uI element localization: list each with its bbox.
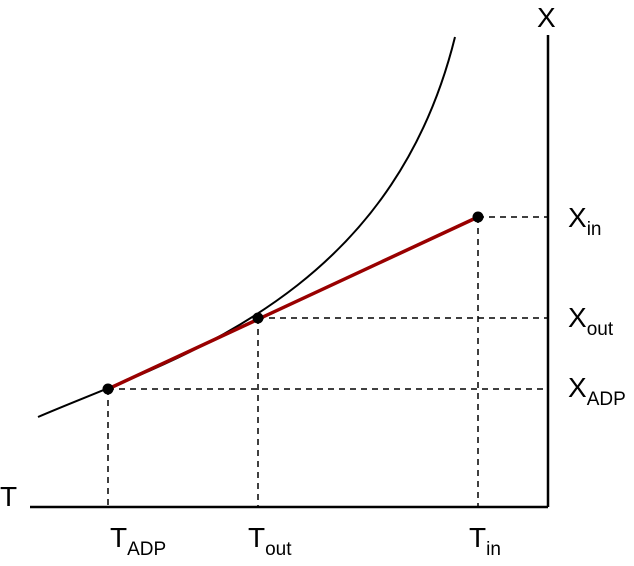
label-t-out: Tout <box>248 522 292 560</box>
saturation-curve <box>37 36 456 418</box>
label-t-in: Tin <box>469 522 501 560</box>
label-x-in: Xin <box>568 202 601 240</box>
y-axis-label: X <box>537 2 556 33</box>
point-in <box>472 211 484 223</box>
label-x-out: Xout <box>568 302 614 340</box>
guide-lines <box>107 216 548 507</box>
label-t-adp: TADP <box>110 522 166 560</box>
point-adp <box>102 383 114 395</box>
point-out <box>252 312 264 324</box>
process-line <box>107 215 479 391</box>
x-axis-label: T <box>0 481 17 512</box>
label-x-adp: XADP <box>568 372 626 410</box>
